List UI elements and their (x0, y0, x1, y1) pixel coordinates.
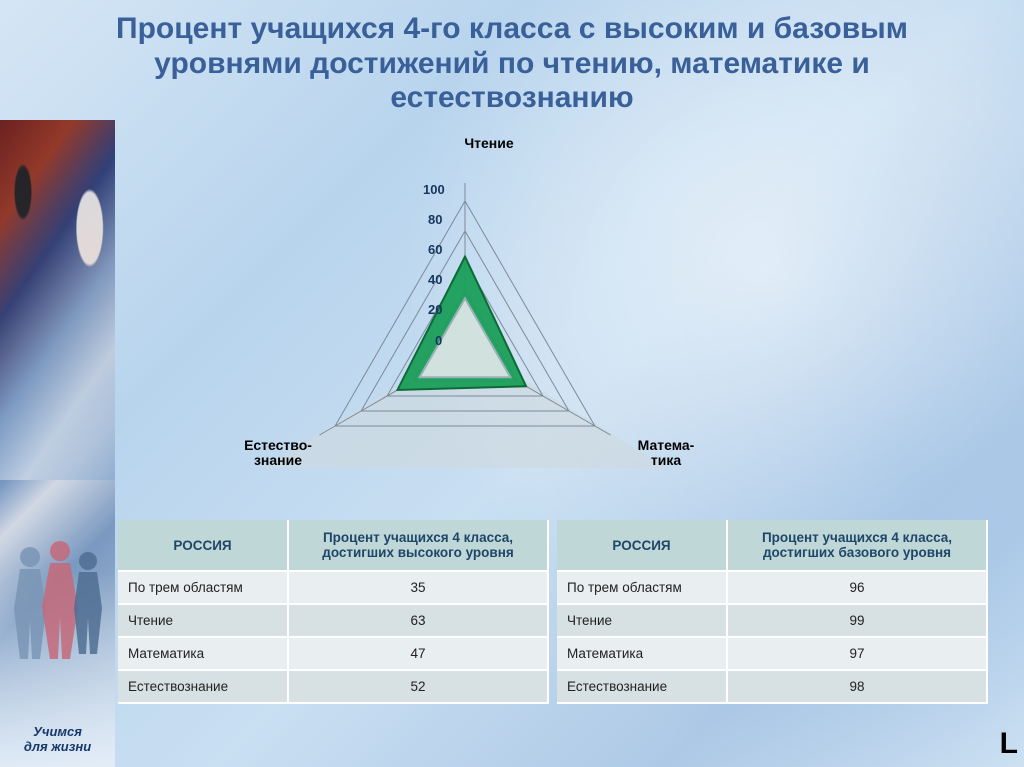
table-row-value: 35 (288, 571, 548, 604)
table-row-value: 98 (727, 670, 987, 703)
radar-tick-label: 100 (423, 182, 445, 197)
table-row: По трем областям96 (557, 571, 987, 604)
table-row-label: Естествознание (118, 670, 288, 703)
tables-container: РОССИЯ Процент учащихся 4 класса, достиг… (118, 520, 1008, 704)
radar-tick-label: 80 (428, 212, 442, 227)
table-row-value: 47 (288, 637, 548, 670)
table-row-label: Чтение (118, 604, 288, 637)
table-row-label: По трем областям (118, 571, 288, 604)
table-right-col1-header: РОССИЯ (557, 520, 727, 571)
table-row-value: 63 (288, 604, 548, 637)
table-row: Чтение99 (557, 604, 987, 637)
people-silhouettes (8, 527, 108, 697)
table-row-label: Чтение (557, 604, 727, 637)
table-row: Математика47 (118, 637, 548, 670)
table-row: Естествознание98 (557, 670, 987, 703)
table-row-label: Естествознание (557, 670, 727, 703)
table-row-label: Математика (557, 637, 727, 670)
table-row-value: 52 (288, 670, 548, 703)
radar-tick-label: 40 (428, 272, 442, 287)
table-row: Математика97 (557, 637, 987, 670)
radar-axis-label: Чтение (449, 136, 529, 151)
tagline-line1: Учимся (33, 724, 82, 739)
table-right-col2-header: Процент учащихся 4 класса, достигших баз… (727, 520, 987, 571)
radar-axis-label: Естество-знание (223, 438, 333, 469)
table-row: Чтение63 (118, 604, 548, 637)
radar-tick-label: 60 (428, 242, 442, 257)
table-row: Естествознание52 (118, 670, 548, 703)
table-left-col1-header: РОССИЯ (118, 520, 288, 571)
table-row-value: 99 (727, 604, 987, 637)
table-left-col2-header: Процент учащихся 4 класса, достигших выс… (288, 520, 548, 571)
left-decorative-strip: Учимся для жизни (0, 120, 115, 767)
table-row-label: Математика (118, 637, 288, 670)
left-tagline: Учимся для жизни (0, 725, 115, 755)
left-strip-art (0, 120, 115, 480)
radar-tick-label: 0 (435, 333, 442, 348)
table-row-label: По трем областям (557, 571, 727, 604)
radar-tick-label: 20 (428, 302, 442, 317)
radar-axis-label: Матема-тика (621, 438, 711, 469)
corner-letter: L (1000, 727, 1018, 761)
slide-title: Процент учащихся 4-го класса с высоким и… (50, 12, 974, 116)
tagline-line2: для жизни (24, 739, 91, 754)
table-row-value: 96 (727, 571, 987, 604)
radar-chart: Чтение Матема-тика Естество-знание 100 80 60 4… (165, 136, 725, 506)
table-row: По трем областям35 (118, 571, 548, 604)
table-row-value: 97 (727, 637, 987, 670)
table-high-level: РОССИЯ Процент учащихся 4 класса, достиг… (118, 520, 549, 704)
table-base-level: РОССИЯ Процент учащихся 4 класса, достиг… (557, 520, 988, 704)
